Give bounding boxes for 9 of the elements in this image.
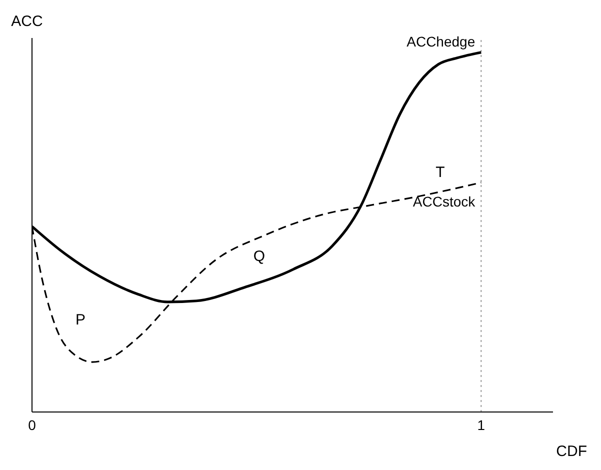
annotation: P [76, 312, 86, 329]
annotation: Q [253, 248, 266, 265]
x-axis-title: CDF [556, 443, 587, 460]
series-label: ACCstock [412, 194, 476, 210]
annotation: T [436, 164, 445, 182]
series-label: ACChedge [406, 33, 476, 50]
y-axis-title: ACC [11, 13, 43, 30]
x-tick-label: 0 [28, 416, 36, 433]
x-tick-label: 1 [477, 416, 486, 433]
